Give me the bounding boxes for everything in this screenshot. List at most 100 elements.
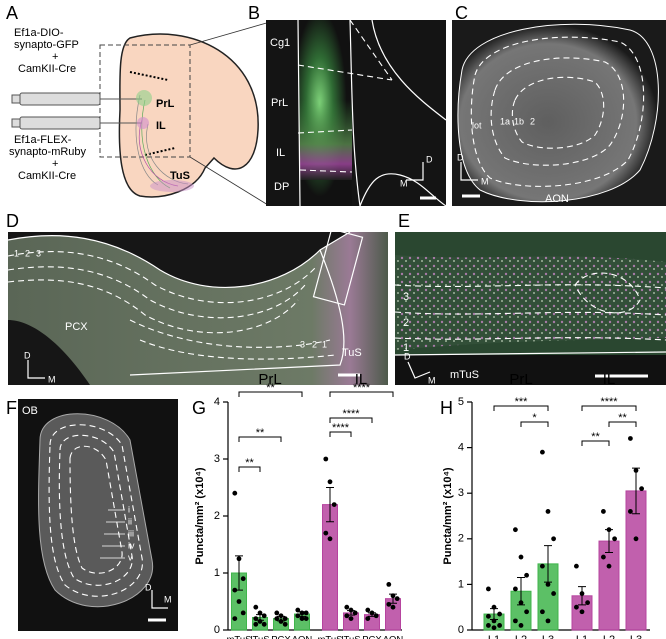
data-point <box>240 576 246 582</box>
significance-bracket <box>329 391 394 397</box>
label: M <box>428 375 436 385</box>
data-point <box>282 616 288 621</box>
data-point <box>274 610 280 616</box>
data-point <box>579 591 585 596</box>
group-label: IL <box>603 371 616 388</box>
data-point <box>524 609 529 615</box>
micrograph <box>266 20 446 206</box>
data-point <box>295 607 301 613</box>
data-point <box>606 563 612 569</box>
y-tick-label: 2 <box>458 533 464 545</box>
zoom-line <box>189 21 271 46</box>
data-point <box>261 621 267 627</box>
data-point <box>232 616 238 621</box>
region-borders <box>297 19 447 207</box>
y-tick-label: 0 <box>458 624 464 636</box>
data-point <box>518 554 524 560</box>
label: 3 <box>403 291 409 303</box>
y-tick-label: 3 <box>214 453 220 465</box>
x-tick-label: AON <box>292 635 313 639</box>
orientation-axes <box>460 162 478 181</box>
label: D <box>404 351 411 361</box>
y-tick-label: 1 <box>214 567 220 579</box>
data-point <box>491 604 497 610</box>
data-point <box>486 586 491 592</box>
data-point <box>585 600 590 606</box>
data-point <box>497 623 502 628</box>
data-point <box>486 613 491 619</box>
panel-letter: D <box>6 211 19 231</box>
significance-label: **** <box>342 408 360 420</box>
data-point <box>236 599 242 604</box>
data-point <box>491 618 497 624</box>
y-tick-label: 2 <box>214 510 220 522</box>
x-tick-label: L1 <box>488 634 500 639</box>
micrograph-region <box>395 355 666 385</box>
significance-label: **** <box>600 396 618 408</box>
significance-label: *** <box>515 396 529 408</box>
label: TuS <box>342 347 362 359</box>
data-point <box>518 600 524 606</box>
x-tick-label: L3 <box>630 634 642 639</box>
data-point <box>278 619 284 624</box>
label: 1 <box>403 342 409 354</box>
data-point <box>606 527 612 533</box>
data-point <box>386 601 392 607</box>
micrograph-region <box>395 255 666 350</box>
label: IL <box>276 147 285 159</box>
label: 2 <box>403 317 409 329</box>
data-point <box>344 613 350 619</box>
label: M <box>48 374 56 384</box>
micrograph-region <box>457 23 659 203</box>
x-tick-label: lTuS <box>250 635 269 639</box>
significance-label: ** <box>618 412 627 424</box>
significance-bracket <box>581 440 610 446</box>
data-point <box>348 607 354 613</box>
label: 2 <box>530 116 535 126</box>
data-point <box>545 582 551 587</box>
label: DP <box>274 181 289 193</box>
syringe <box>11 92 142 106</box>
bar <box>322 504 338 631</box>
label: 2 <box>25 248 30 258</box>
error-bar <box>326 487 334 523</box>
x-tick-label: lTuS <box>341 635 360 639</box>
label: PrL <box>271 97 288 109</box>
data-point <box>551 591 556 596</box>
data-point <box>540 563 545 569</box>
panel-letter: G <box>192 398 206 418</box>
label: synapto-mRuby <box>9 146 87 158</box>
label: M <box>481 176 489 186</box>
significance-bracket <box>581 405 637 411</box>
data-point <box>612 536 617 542</box>
data-point <box>327 479 333 485</box>
x-tick-label: AON <box>383 635 404 639</box>
data-point <box>513 586 518 592</box>
y-axis-label: Puncta/mm² (x10⁴) <box>194 467 206 564</box>
label: M <box>400 178 408 188</box>
label: PCX <box>65 321 88 333</box>
data-point <box>497 611 502 617</box>
data-point <box>628 509 633 514</box>
significance-label: ** <box>245 457 254 469</box>
region-borders <box>48 424 143 597</box>
data-point <box>278 613 284 619</box>
syringe <box>11 116 142 130</box>
x-tick-label: mTuS <box>318 635 343 639</box>
data-point <box>257 619 263 624</box>
label: Ef1a-FLEX- <box>14 134 72 146</box>
label: iii <box>128 528 134 538</box>
data-point <box>303 610 309 616</box>
data-point <box>257 610 263 616</box>
data-point <box>601 509 606 514</box>
data-point <box>365 607 371 613</box>
orientation-axes <box>406 162 424 181</box>
significance-bracket <box>329 431 352 437</box>
region-borders <box>470 36 645 187</box>
panel-letter: C <box>455 3 468 23</box>
data-point <box>303 616 309 621</box>
data-point <box>518 623 524 628</box>
significance-bracket <box>238 466 261 472</box>
x-tick-label: L2 <box>603 634 615 639</box>
significance-label: **** <box>332 422 350 434</box>
